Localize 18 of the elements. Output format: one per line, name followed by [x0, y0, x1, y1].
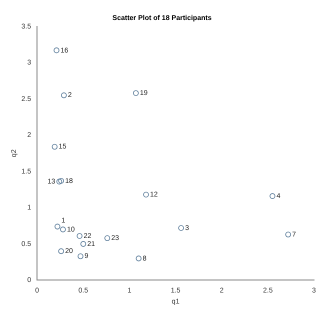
point	[136, 256, 142, 262]
point	[178, 225, 184, 231]
point	[58, 178, 64, 184]
point	[270, 193, 276, 199]
point	[60, 92, 67, 98]
point	[285, 232, 292, 238]
point	[78, 253, 84, 260]
point	[58, 248, 64, 254]
point	[54, 224, 60, 230]
point	[52, 144, 58, 150]
point	[80, 241, 86, 247]
point	[132, 90, 139, 96]
point	[143, 192, 149, 198]
point	[76, 233, 82, 239]
point	[54, 47, 60, 54]
point	[60, 226, 66, 232]
point	[104, 235, 110, 242]
point	[56, 178, 62, 184]
